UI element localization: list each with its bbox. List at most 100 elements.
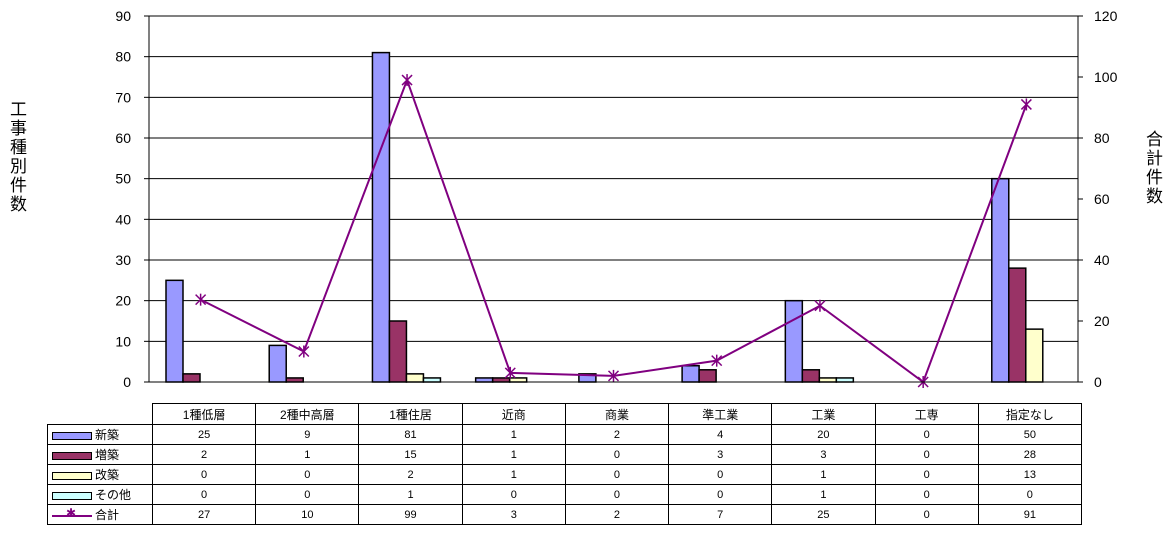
line-合計 [200, 77, 1028, 384]
point-合計-2種中高層 [298, 345, 310, 358]
right-axis-ticks: 0 20 40 60 80 100 120 [1094, 8, 1118, 390]
data-label: 4 [668, 424, 773, 445]
axes [144, 15, 1083, 383]
point-合計-指定なし [1020, 98, 1032, 111]
bar-新築-2種中高層 [268, 344, 287, 383]
data-label: 0 [874, 504, 979, 525]
left-tick-label: 30 [115, 252, 131, 268]
bar-増築-1種低層 [182, 373, 201, 383]
table-header-row: 1種低層 2種中高層 1種住居 近商 商業 準工業 工業 工専 指定なし [48, 403, 1082, 425]
bar-改築-指定なし [1025, 328, 1044, 383]
data-label: 0 [564, 464, 670, 485]
legend-entry: 改築 [47, 464, 153, 485]
data-label: 3 [771, 444, 876, 465]
legend-swatch [52, 471, 92, 480]
category-label: 1種低層 [151, 403, 257, 425]
table-row: その他 0 0 1 0 0 0 1 0 0 [47, 484, 1082, 505]
left-tick-label: 80 [115, 49, 131, 65]
bars [165, 51, 1044, 383]
data-label: 3 [668, 444, 773, 465]
bar-新築-1種住居 [371, 51, 391, 383]
category-label: 工専 [874, 403, 979, 425]
right-tick-label: 40 [1094, 252, 1110, 268]
data-label: 27 [151, 504, 257, 525]
left-tick-label: 70 [115, 89, 131, 105]
data-label: 0 [564, 444, 670, 465]
data-label: 10 [255, 504, 360, 525]
left-tick-label: 20 [115, 293, 131, 309]
legend-label: 増築 [95, 448, 120, 462]
bar-増築-指定なし [1008, 267, 1027, 383]
data-label: 25 [151, 424, 257, 445]
point-合計-商業 [607, 369, 620, 382]
data-label: 15 [358, 444, 463, 465]
data-label: 3 [461, 504, 566, 525]
legend-swatch [52, 451, 92, 460]
data-label: 1 [771, 464, 876, 485]
data-label: 28 [977, 444, 1082, 465]
data-label: 0 [668, 484, 773, 505]
point-合計-準工業 [711, 354, 723, 367]
right-tick-label: 60 [1094, 191, 1110, 207]
legend-entry: その他 [47, 484, 153, 505]
category-label: 近商 [461, 403, 566, 425]
data-label: 1 [461, 444, 566, 465]
left-tick-label: 60 [115, 130, 131, 146]
left-tick-label: 40 [115, 211, 131, 227]
category-label: 2種中高層 [255, 403, 360, 425]
data-label: 50 [977, 424, 1082, 445]
left-tick-label: 50 [115, 171, 131, 187]
legend-entry: 増築 [47, 444, 153, 465]
data-label: 99 [358, 504, 463, 525]
left-axis-ticks: 0 10 20 30 40 50 60 70 80 90 [115, 8, 131, 390]
bar-増築-2種中高層 [285, 377, 304, 383]
data-label: 13 [977, 464, 1082, 485]
bar-新築-準工業 [681, 364, 700, 383]
right-tick-label: 120 [1094, 8, 1118, 24]
data-label: 0 [151, 464, 257, 485]
data-label: 0 [977, 484, 1082, 505]
category-label: 商業 [564, 403, 670, 425]
right-tick-label: 20 [1094, 313, 1110, 329]
bar-増築-1種住居 [388, 320, 408, 383]
left-tick-label: 0 [123, 374, 131, 390]
data-label: 2 [564, 504, 670, 525]
data-label: 0 [874, 464, 979, 485]
bar-新築-1種低層 [165, 279, 184, 383]
table-corner [48, 404, 153, 425]
bar-新築-近商 [474, 377, 494, 383]
data-label: 0 [255, 464, 360, 485]
category-label: 指定なし [977, 403, 1082, 425]
bar-新築-指定なし [991, 177, 1010, 383]
legend-label: 改築 [95, 468, 120, 482]
legend-entry: 新築 [47, 424, 153, 445]
data-label: 1 [255, 444, 360, 465]
data-label: 2 [358, 464, 463, 485]
point-合計-工業 [814, 299, 826, 312]
table-row: 増築 2 1 15 1 0 3 3 0 28 [47, 444, 1082, 465]
left-axis-title: 工事種別件数 [7, 100, 26, 214]
bar-新築-工業 [784, 299, 804, 383]
legend-entry: 合計 [47, 504, 153, 525]
left-tick-label: 10 [115, 333, 131, 349]
data-label: 0 [668, 464, 773, 485]
data-label: 81 [358, 424, 463, 445]
left-tick-label: 90 [115, 8, 131, 24]
point-合計-1種住居 [401, 74, 413, 87]
legend-label: 新築 [95, 428, 120, 442]
right-tick-label: 80 [1094, 130, 1110, 146]
point-合計-近商 [504, 366, 516, 379]
legend-swatch [52, 431, 92, 440]
legend-swatch [52, 491, 92, 500]
data-label: 0 [874, 484, 979, 505]
right-tick-label: 0 [1094, 374, 1102, 390]
data-label: 7 [668, 504, 773, 525]
data-label: 91 [977, 504, 1082, 525]
data-label: 1 [461, 424, 566, 445]
data-label: 0 [151, 484, 257, 505]
data-label: 2 [564, 424, 670, 445]
category-label: 工業 [771, 403, 876, 425]
data-label: 20 [771, 424, 876, 445]
